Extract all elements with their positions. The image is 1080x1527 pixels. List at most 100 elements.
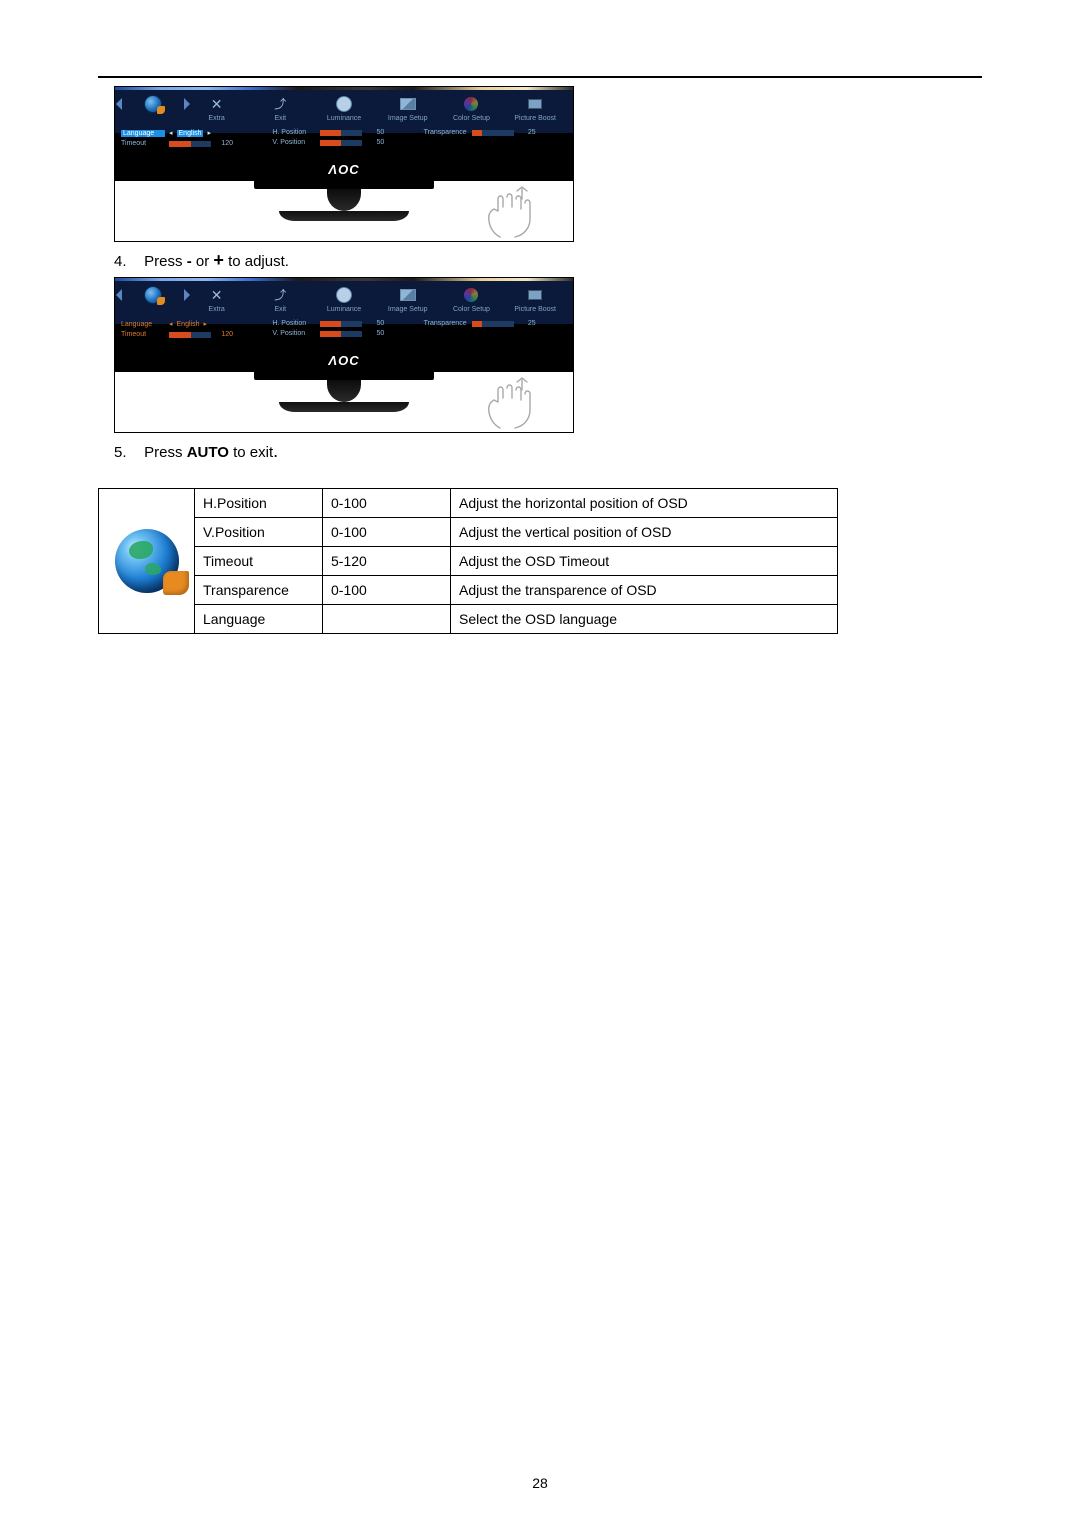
table-cell-desc: Adjust the horizontal position of OSD [451,489,838,518]
page-top-rule [98,76,982,78]
step-text: to adjust. [228,253,289,270]
osd-value: 25 [518,129,536,136]
table-row: Language Select the OSD language [99,605,838,634]
step-bold: AUTO [187,444,229,461]
osd-label: V. Position [272,139,316,146]
osd-label: H. Position [272,129,316,136]
osd-label: Transparence [424,320,468,327]
osd-value: 120 [215,140,233,147]
osd-tab-color-setup: Color Setup [440,94,504,123]
osd-tab-label: Picture Boost [503,114,567,123]
osd-brand: ΛOC [115,347,573,372]
osd-value: 25 [518,320,536,327]
osd-settings-table: H.Position 0-100 Adjust the horizontal p… [98,488,838,634]
osd-tab-image-setup: Image Setup [376,94,440,123]
osd-row-hpos: H. Position 50 [272,129,415,136]
step-5: 5. Press AUTO to exit. [114,441,982,462]
osd-value: 50 [366,129,384,136]
table-cell-desc: Adjust the OSD Timeout [451,547,838,576]
osd-panel: ✕ Extra ⤴ Exit Luminance Image Setup [115,90,573,156]
osd-value: 50 [366,139,384,146]
osd-tab-label: Image Setup [376,114,440,123]
osd-bar [169,332,211,338]
osd-tab-label: Image Setup [376,305,440,314]
step-dot: . [273,441,278,461]
osd-tab-luminance: Luminance [312,285,376,314]
osd-col-right: Transparence 25 [424,320,567,341]
table-cell-desc: Select the OSD language [451,605,838,634]
osd-bar-fill [320,130,341,136]
osd-bar [320,331,362,337]
osd-row-vpos: V. Position 50 [272,139,415,146]
osd-tab-exit: ⤴Exit [248,285,312,314]
osd-tab-image-setup: Image Setup [376,285,440,314]
osd-tab-label: Picture Boost [503,305,567,314]
osd-bar [472,321,514,327]
osd-col-mid: H. Position 50 V. Position 50 [272,129,415,150]
osd-tabs: ✕ Extra ⤴ Exit Luminance Image Setup [121,94,567,123]
table-row: Timeout 5-120 Adjust the OSD Timeout [99,547,838,576]
osd-bar [472,130,514,136]
image-setup-icon [400,289,416,301]
color-setup-icon [464,288,478,302]
document-page: ✕ Extra ⤴ Exit Luminance Image Setup [0,0,1080,1527]
hand-icon [477,374,547,430]
step-number: 5. [114,444,140,461]
minus-symbol: - [187,253,192,270]
osd-row-vpos: V. Position 50 [272,330,415,337]
step-text: to exit [233,444,273,461]
osd-brand: ΛOC [115,156,573,181]
osd-tab-luminance: Luminance [312,94,376,123]
osd-bar-fill [169,332,191,338]
osd-label: Language [121,321,165,328]
table-cell-name: V.Position [195,518,323,547]
osd-col-left: Language ◂ English ▸ Timeout 120 [121,320,264,341]
osd-bar-fill [320,331,341,337]
osd-tab-label: Exit [248,114,312,123]
osd-tab-extra: ✕Extra [185,285,249,314]
osd-label: Language [121,130,165,137]
osd-row-hpos: H. Position 50 [272,320,415,327]
osd-body: Language ◂ English ▸ Timeout 120 H. Posi… [121,123,567,154]
table-cell-range: 0-100 [323,576,451,605]
table-cell-name: Language [195,605,323,634]
exit-icon: ⤴ [274,291,286,300]
osd-label: Transparence [424,129,468,136]
osd-bar-fill [472,321,483,327]
color-setup-icon [464,97,478,111]
table-row: Transparence 0-100 Adjust the transparen… [99,576,838,605]
step-text: or [196,253,214,270]
osd-panel: ✕Extra ⤴Exit Luminance Image Setup Color… [115,281,573,347]
osd-col-right: Transparence 25 [424,129,567,150]
extra-icon: ✕ [211,100,223,109]
osd-value: 50 [366,320,384,327]
monitor-stand-row [115,181,573,241]
table-cell-desc: Adjust the vertical position of OSD [451,518,838,547]
table-row: V.Position 0-100 Adjust the vertical pos… [99,518,838,547]
table-cell-range [323,605,451,634]
osd-label: Timeout [121,140,165,147]
plus-symbol: + [213,250,224,270]
osd-bar-fill [472,130,483,136]
osd-screenshot-1: ✕ Extra ⤴ Exit Luminance Image Setup [114,86,574,242]
table-cell-name: H.Position [195,489,323,518]
osd-tab-label: Luminance [312,305,376,314]
image-setup-icon [400,98,416,110]
osd-col-mid: H. Position 50 V. Position 50 [272,320,415,341]
table-cell-range: 0-100 [323,489,451,518]
table-row: H.Position 0-100 Adjust the horizontal p… [99,489,838,518]
page-number: 28 [0,1475,1080,1491]
osd-col-left: Language ◂ English ▸ Timeout 120 [121,129,264,150]
osd-label: V. Position [272,330,316,337]
osd-row-transparence: Transparence 25 [424,320,567,327]
monitor-stand-row [115,372,573,432]
osd-body: Language ◂ English ▸ Timeout 120 H. Posi… [121,314,567,345]
osd-row-language: Language ◂ English ▸ [121,320,264,328]
step-text: Press [144,444,187,461]
osd-bar-fill [320,321,341,327]
osd-tab-label: Color Setup [440,114,504,123]
osd-label: H. Position [272,320,316,327]
osd-tab-label: Extra [185,305,249,314]
osd-bar [320,130,362,136]
osd-bar-fill [320,140,341,146]
